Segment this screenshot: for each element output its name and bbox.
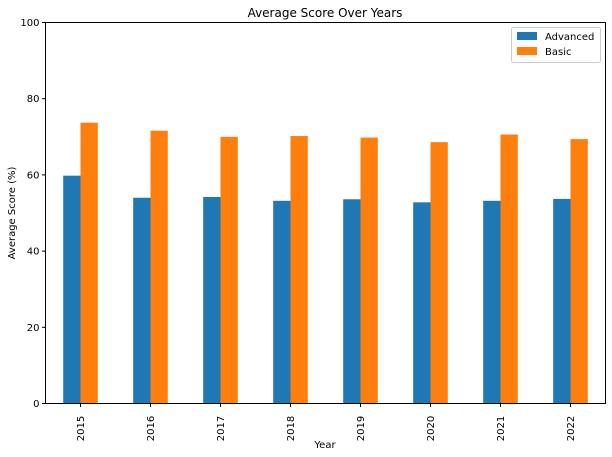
legend-label-basic: Basic — [545, 47, 571, 58]
bar-basic-2021 — [500, 134, 518, 404]
bar-basic-2020 — [430, 142, 448, 404]
x-tick-label: 2019 — [356, 416, 367, 441]
y-axis-ticks: 0 20 40 60 80 100 — [20, 18, 46, 410]
bar-basic-2018 — [290, 136, 308, 404]
x-axis-label: Year — [313, 440, 336, 451]
legend-label-advanced: Advanced — [545, 32, 594, 43]
x-tick-label: 2020 — [426, 416, 437, 441]
bar-advanced-2018 — [273, 200, 291, 404]
y-tick-label: 0 — [33, 399, 39, 410]
x-tick-label: 2018 — [286, 416, 297, 441]
bar-advanced-2017 — [203, 197, 221, 404]
bar-advanced-2022 — [553, 198, 571, 404]
x-tick-label: 2021 — [496, 416, 507, 441]
bar-advanced-2021 — [483, 200, 501, 404]
bar-basic-2017 — [220, 136, 238, 404]
bar-basic-2015 — [80, 122, 98, 404]
legend: Advanced Basic — [511, 27, 601, 63]
x-tick-label: 2017 — [216, 416, 227, 441]
x-axis-ticks: 2015 2016 2017 2018 2019 2020 2021 2022 — [76, 403, 577, 441]
plot-frame — [45, 22, 606, 404]
legend-swatch-basic — [517, 47, 537, 55]
chart-title: Average Score Over Years — [248, 6, 403, 20]
bar-advanced-2019 — [343, 199, 361, 404]
bar-advanced-2016 — [133, 197, 151, 404]
legend-swatch-advanced — [517, 32, 537, 40]
y-tick-label: 60 — [27, 170, 40, 181]
bar-basic-2022 — [570, 139, 588, 404]
y-tick-label: 80 — [27, 94, 40, 105]
y-tick-label: 40 — [27, 247, 40, 258]
x-tick-label: 2022 — [566, 416, 577, 441]
bar-basic-2016 — [150, 130, 168, 404]
x-tick-label: 2016 — [146, 416, 157, 441]
bar-advanced-2020 — [413, 202, 431, 404]
y-axis-label: Average Score (%) — [7, 167, 18, 260]
bars-group — [63, 122, 588, 404]
y-tick-label: 100 — [20, 18, 39, 29]
bar-advanced-2015 — [63, 175, 81, 404]
x-tick-label: 2015 — [76, 416, 87, 441]
y-tick-label: 20 — [27, 323, 40, 334]
bar-basic-2019 — [360, 137, 378, 404]
